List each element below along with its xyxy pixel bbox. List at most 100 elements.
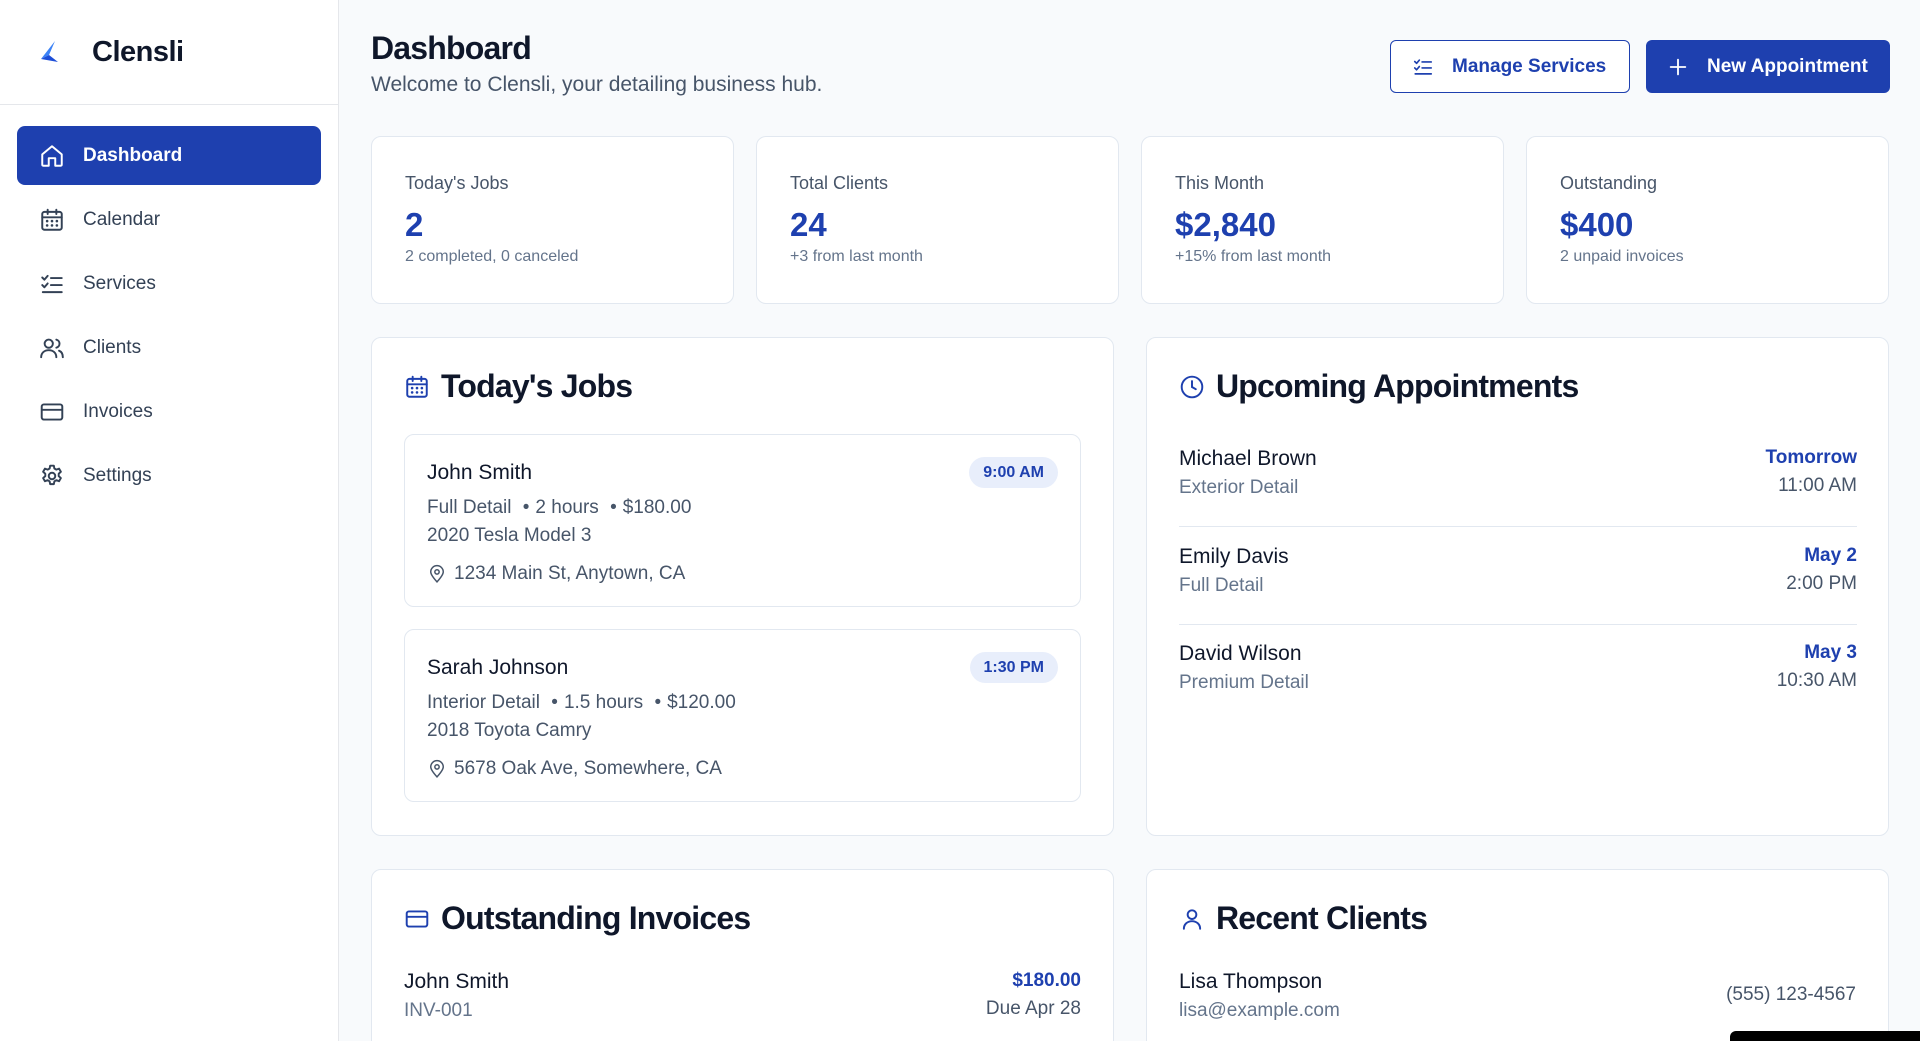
job-duration: 1.5 hours <box>563 692 644 713</box>
sidebar-item-calendar[interactable]: Calendar <box>17 190 321 249</box>
stat-subtext: +15% from last month <box>1175 248 1332 265</box>
sidebar-item-settings[interactable]: Settings <box>17 446 321 505</box>
list-check-icon <box>1413 58 1433 75</box>
job-card[interactable]: John Smith Full Detail • 2 hours • $180.00… <box>404 434 1081 607</box>
appointment-service: Full Detail <box>1179 575 1264 596</box>
time-badge: 9:00 AM <box>969 457 1058 488</box>
home-icon <box>41 144 63 167</box>
stat-card-outstanding: Outstanding $400 2 unpaid invoices <box>1526 136 1889 304</box>
job-meta: Full Detail • 2 hours • $180.00 <box>427 497 1080 519</box>
job-service: Interior Detail <box>427 692 540 713</box>
client-email: lisa@example.com <box>1179 1000 1340 1021</box>
page-subtitle: Welcome to Clensli, your detailing busin… <box>371 73 823 96</box>
job-service: Full Detail <box>427 497 512 518</box>
logo-icon <box>41 41 58 62</box>
appointment-row[interactable]: Michael Brown Exterior Detail Tomorrow 1… <box>1179 429 1857 527</box>
appointment-date: Tomorrow <box>1765 447 1857 468</box>
stat-value: 2 <box>405 206 424 243</box>
appointment-client: David Wilson <box>1179 642 1302 665</box>
sidebar-item-label: Invoices <box>83 400 153 422</box>
sidebar-item-dashboard[interactable]: Dashboard <box>17 126 321 185</box>
stat-label: This Month <box>1175 173 1265 193</box>
stat-label: Today's Jobs <box>405 173 509 193</box>
invoice-number: INV-001 <box>404 1000 473 1021</box>
clock-icon <box>1180 375 1204 398</box>
sidebar-item-label: Services <box>83 272 156 294</box>
job-duration: 2 hours <box>535 497 599 518</box>
map-pin-icon <box>429 564 445 584</box>
separator-dot: • <box>522 497 530 518</box>
invoice-client: John Smith <box>404 970 510 993</box>
stat-label: Outstanding <box>1560 173 1658 193</box>
appointment-date: May 3 <box>1804 642 1857 663</box>
stat-value: 24 <box>790 206 827 243</box>
job-address: 1234 Main St, Anytown, CA <box>427 563 1080 585</box>
credit-card-icon <box>405 909 429 928</box>
appointment-time: 11:00 AM <box>1778 475 1857 496</box>
job-address-text: 5678 Oak Ave, Somewhere, CA <box>454 758 722 779</box>
sidebar-item-label: Dashboard <box>83 144 183 166</box>
appointment-service: Exterior Detail <box>1179 477 1299 498</box>
stat-value: $2,840 <box>1175 206 1276 243</box>
panel-title-text: Recent Clients <box>1216 900 1428 936</box>
manage-services-button[interactable]: Manage Services <box>1390 40 1630 93</box>
main-content: Dashboard Welcome to Clensli, your detai… <box>339 0 1920 1041</box>
stats-row: Today's Jobs 2 2 completed, 0 canceled T… <box>371 136 1889 304</box>
page-header: Dashboard Welcome to Clensli, your detai… <box>371 30 822 97</box>
panel-title: Outstanding Invoices <box>404 900 751 937</box>
appointment-date: May 2 <box>1804 545 1857 566</box>
sidebar-nav: Dashboard Calendar Services Clients Invo… <box>0 105 338 505</box>
stat-subtext: +3 from last month <box>790 248 923 265</box>
panel-title-text: Upcoming Appointments <box>1216 368 1579 404</box>
map-pin-icon <box>429 759 445 779</box>
job-client-name: John Smith <box>427 461 533 484</box>
separator-dot: • <box>551 692 558 713</box>
panel-title-text: Today's Jobs <box>441 368 633 404</box>
separator-dot: • <box>610 497 617 518</box>
new-appointment-label: New Appointment <box>1707 55 1868 77</box>
job-card[interactable]: Sarah Johnson Interior Detail • 1.5 hours… <box>404 629 1081 802</box>
separator-dot: • <box>654 692 662 713</box>
sidebar-item-clients[interactable]: Clients <box>17 318 321 377</box>
appointment-row[interactable]: Emily Davis Full Detail May 2 2:00 PM <box>1179 527 1857 625</box>
list-check-icon <box>41 274 63 293</box>
appointment-time: 10:30 AM <box>1776 670 1857 691</box>
job-price: $180.00 <box>622 497 692 518</box>
job-client-name: Sarah Johnson <box>427 656 569 679</box>
appointment-service: Premium Detail <box>1179 672 1309 693</box>
users-icon <box>40 338 64 358</box>
new-appointment-button[interactable]: New Appointment <box>1646 40 1890 93</box>
brand-name: Clensli <box>92 35 184 68</box>
page-title: Dashboard <box>371 30 532 66</box>
panel-title: Recent Clients <box>1179 900 1428 937</box>
invoice-amount: $180.00 <box>1012 970 1081 991</box>
client-phone: (555) 123-4567 <box>1726 984 1856 1005</box>
stat-value: $400 <box>1560 206 1634 243</box>
sidebar-item-services[interactable]: Services <box>17 254 321 313</box>
sidebar-item-invoices[interactable]: Invoices <box>17 382 321 441</box>
manage-services-label: Manage Services <box>1452 55 1607 77</box>
user-icon <box>1182 908 1202 930</box>
outstanding-invoices-panel: Outstanding Invoices John Smith INV-001 … <box>371 869 1114 1041</box>
stat-card-total-clients: Total Clients 24 +3 from last month <box>756 136 1119 304</box>
plus-icon <box>1669 58 1687 75</box>
appointment-row[interactable]: David Wilson Premium Detail May 3 10:30 … <box>1179 624 1857 722</box>
time-badge: 1:30 PM <box>969 652 1058 683</box>
header-actions: Manage Services New Appointment <box>1390 40 1890 93</box>
stat-card-this-month: This Month $2,840 +15% from last month <box>1141 136 1504 304</box>
stat-label: Total Clients <box>790 173 889 193</box>
invoice-due-date: Due Apr 28 <box>985 998 1081 1019</box>
job-vehicle: 2020 Tesla Model 3 <box>427 525 592 546</box>
panel-title: Today's Jobs <box>404 368 633 405</box>
credit-card-icon <box>40 402 64 421</box>
calendar-icon <box>41 208 63 231</box>
brand[interactable]: Clensli <box>0 0 338 105</box>
appointment-client: Emily Davis <box>1179 545 1289 568</box>
todays-jobs-panel: Today's Jobs John Smith Full Detail • 2 h… <box>371 337 1114 836</box>
appointment-client: Michael Brown <box>1179 447 1317 470</box>
job-address-text: 1234 Main St, Anytown, CA <box>454 563 686 584</box>
recent-clients-panel: Recent Clients Lisa Thompson lisa@exampl… <box>1146 869 1889 1041</box>
gear-icon <box>42 464 62 485</box>
sidebar-item-label: Clients <box>83 336 142 358</box>
calendar-icon <box>406 375 428 398</box>
